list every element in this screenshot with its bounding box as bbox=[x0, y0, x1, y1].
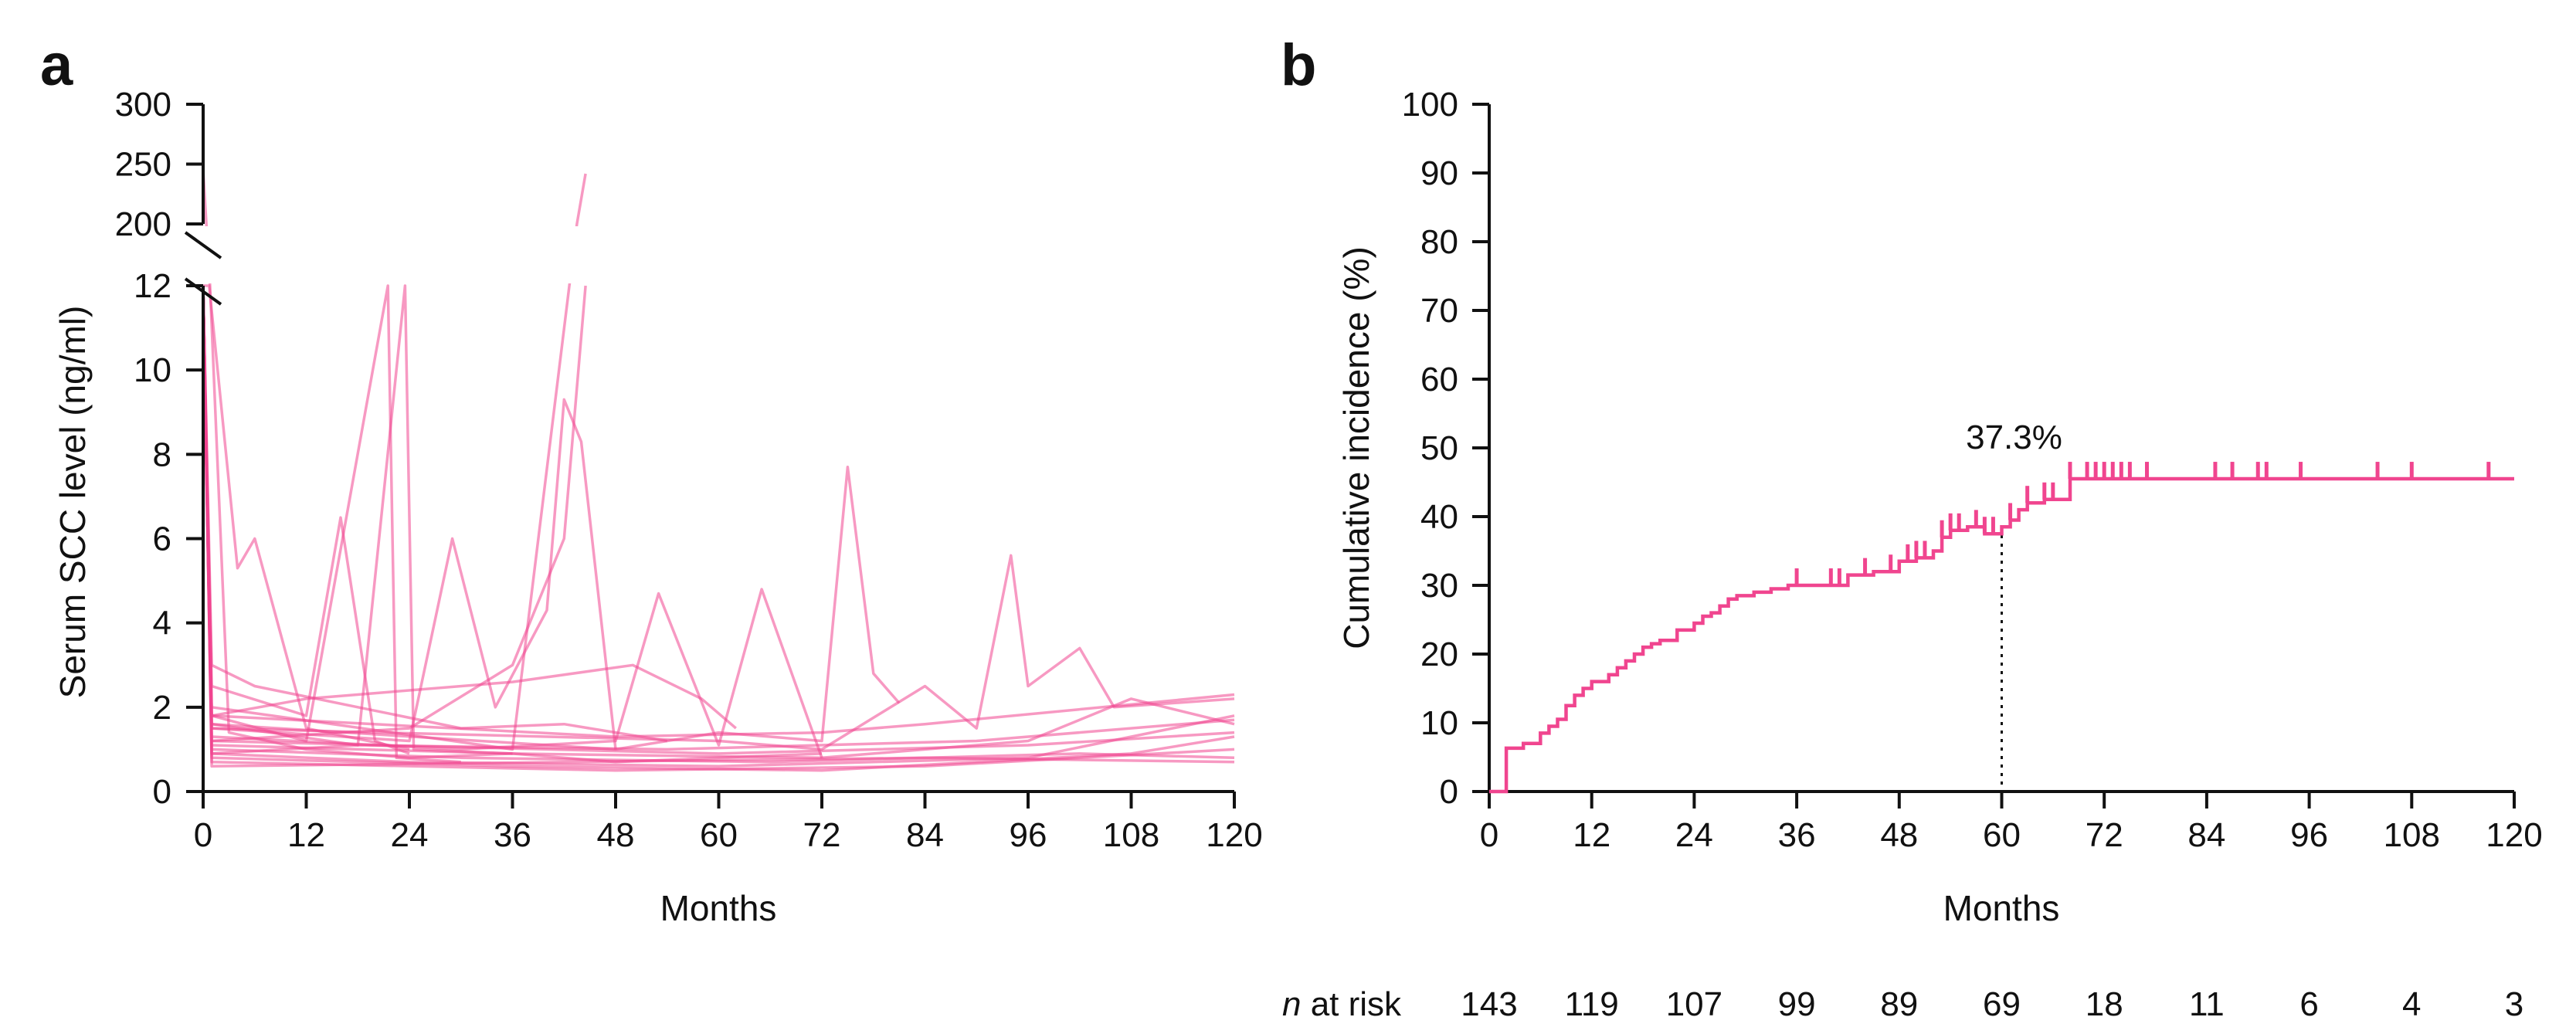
chart-b-x-tick-label: 36 bbox=[1778, 816, 1816, 854]
chart-a-x-tick-label: 96 bbox=[1010, 816, 1047, 854]
chart-a-series-line bbox=[202, 285, 1235, 755]
chart-a-x-tick-label: 48 bbox=[597, 816, 635, 854]
at-risk-value: 89 bbox=[1880, 985, 1918, 1023]
chart-a-x-tick-label: 0 bbox=[194, 816, 212, 854]
chart-a-y-tick-label: 250 bbox=[115, 146, 171, 184]
at-risk-value: 143 bbox=[1461, 985, 1517, 1023]
panel-label-b: b bbox=[1281, 32, 1316, 98]
chart-a-x-tick-label: 60 bbox=[700, 816, 738, 854]
chart-a-series-line bbox=[202, 285, 901, 751]
chart-a-bottom-mask bbox=[93, 793, 1244, 839]
chart-a-series-line bbox=[202, 285, 737, 730]
chart-b-annotation: 37.3% bbox=[1966, 419, 2062, 456]
at-risk-value: 107 bbox=[1666, 985, 1722, 1023]
chart-a-y-label: Serum SCC level (ng/ml) bbox=[53, 306, 93, 699]
chart-b-x-tick-label: 120 bbox=[2486, 816, 2542, 854]
chart-b-y-tick-label: 50 bbox=[1420, 429, 1458, 467]
chart-a-x-tick-label: 72 bbox=[803, 816, 841, 854]
chart-a-y-tick-label: 8 bbox=[153, 436, 171, 473]
at-risk-value: 119 bbox=[1565, 985, 1619, 1023]
chart-a-y-ticks: 0 2 4 6 8 10 12 200 250 300 bbox=[115, 86, 203, 811]
at-risk-values: 143 119 107 99 89 69 18 11 6 4 3 bbox=[1461, 985, 2523, 1023]
chart-b-x-tick-label: 48 bbox=[1880, 816, 1918, 854]
chart-a-series-line bbox=[203, 284, 410, 751]
chart-b-y-tick-label: 70 bbox=[1420, 292, 1458, 330]
chart-b-x-tick-label: 12 bbox=[1573, 816, 1610, 854]
chart-a-y-tick-label: 200 bbox=[115, 205, 171, 243]
chart-b-y-tick-label: 30 bbox=[1420, 567, 1458, 605]
chart-b-y-tick-label: 100 bbox=[1402, 86, 1458, 124]
chart-a-y-tick-label: 300 bbox=[115, 86, 171, 124]
chart-a-x-label: Months bbox=[660, 888, 777, 928]
chart-a-x-tick-label: 84 bbox=[906, 816, 944, 854]
chart-a-series-line bbox=[202, 327, 617, 750]
chart-a-y-tick-label: 0 bbox=[153, 773, 171, 811]
chart-b-censor-marks bbox=[1794, 462, 2491, 585]
panel-label-a: a bbox=[40, 32, 73, 98]
chart-b-y-tick-label: 10 bbox=[1420, 704, 1458, 742]
chart-b-y-tick-label: 80 bbox=[1420, 223, 1458, 261]
chart-b-x-tick-label: 0 bbox=[1480, 816, 1498, 854]
chart-a-series-group bbox=[93, 170, 1244, 839]
chart-a-series-line bbox=[202, 285, 1235, 755]
at-risk-table: n at risk 143 119 107 99 89 69 18 11 6 4 3 bbox=[1282, 985, 2523, 1023]
chart-a-y-tick-label: 12 bbox=[134, 267, 171, 305]
chart-a: 0 12 24 36 48 60 72 84 96 108 120 0246810122002503… bbox=[53, 86, 1263, 928]
chart-a-axis-break-mark-upper bbox=[184, 231, 222, 259]
chart-b-y-ticks: 0 10 20 30 40 50 60 70 80 90 100 bbox=[1402, 86, 1489, 811]
chart-b-y-tick-label: 90 bbox=[1420, 154, 1458, 192]
chart-b-x-tick-label: 72 bbox=[2086, 816, 2123, 854]
chart-a-series-line bbox=[202, 285, 1235, 772]
at-risk-label-n: n bbox=[1282, 985, 1301, 1023]
chart-a-x-tick-label: 24 bbox=[391, 816, 429, 854]
chart-b-y-tick-label: 0 bbox=[1440, 773, 1458, 811]
chart-a-series-line bbox=[202, 285, 1235, 738]
chart-a-series-line bbox=[202, 285, 668, 743]
chart-a-y-tick-label: 10 bbox=[134, 351, 171, 389]
chart-a-y-tick-label: 6 bbox=[153, 520, 171, 558]
chart-b-x-tick-label: 60 bbox=[1983, 816, 2021, 854]
at-risk-value: 6 bbox=[2299, 985, 2318, 1023]
at-risk-value: 99 bbox=[1778, 985, 1816, 1023]
at-risk-value: 3 bbox=[2505, 985, 2523, 1023]
chart-a-x-tick-label: 36 bbox=[494, 816, 531, 854]
chart-a-x-ticks: 0 12 24 36 48 60 72 84 96 108 120 bbox=[194, 792, 1263, 854]
chart-a-series-line bbox=[202, 285, 1235, 764]
chart-b-y-tick-label: 60 bbox=[1420, 361, 1458, 398]
chart-b-x-tick-label: 108 bbox=[2384, 816, 2440, 854]
at-risk-value: 69 bbox=[1983, 985, 2021, 1023]
chart-a-x-tick-label: 12 bbox=[287, 816, 325, 854]
chart-a-series-line bbox=[202, 285, 1235, 760]
chart-a-series-line bbox=[202, 285, 1235, 772]
chart-b-y-label: Cumulative incidence (%) bbox=[1336, 246, 1376, 649]
chart-a-y-tick-label: 2 bbox=[153, 689, 171, 727]
chart-a-x-tick-label: 120 bbox=[1206, 816, 1262, 854]
chart-a-y-tick-label: 4 bbox=[153, 605, 171, 642]
chart-b-incidence-curve bbox=[1489, 476, 2514, 794]
chart-b-x-tick-label: 96 bbox=[2290, 816, 2328, 854]
chart-b-x-tick-label: 24 bbox=[1675, 816, 1713, 854]
chart-a-axis-break-gap bbox=[93, 226, 1244, 283]
chart-a-axis-break-mark-lower bbox=[184, 277, 222, 306]
chart-a-series-line bbox=[202, 285, 410, 755]
chart-b-y-tick-label: 40 bbox=[1420, 498, 1458, 536]
at-risk-value: 11 bbox=[2189, 985, 2225, 1023]
chart-b-y-tick-label: 20 bbox=[1420, 636, 1458, 673]
chart-b-x-label: Months bbox=[1943, 888, 2060, 928]
chart-b-x-ticks: 0 12 24 36 48 60 72 84 96 108 120 bbox=[1480, 792, 2543, 854]
at-risk-label: n at risk bbox=[1282, 985, 1402, 1023]
at-risk-value: 18 bbox=[2086, 985, 2123, 1023]
chart-a-series-line bbox=[202, 285, 1235, 751]
chart-a-axes bbox=[184, 104, 1234, 793]
at-risk-label-text: at risk bbox=[1301, 985, 1402, 1023]
chart-b-x-tick-label: 84 bbox=[2187, 816, 2225, 854]
chart-a-x-tick-label: 108 bbox=[1103, 816, 1159, 854]
chart-b: 0 12 24 36 48 60 72 84 96 108 120 0102030405060708… bbox=[1282, 86, 2543, 1023]
at-risk-value: 4 bbox=[2402, 985, 2421, 1023]
